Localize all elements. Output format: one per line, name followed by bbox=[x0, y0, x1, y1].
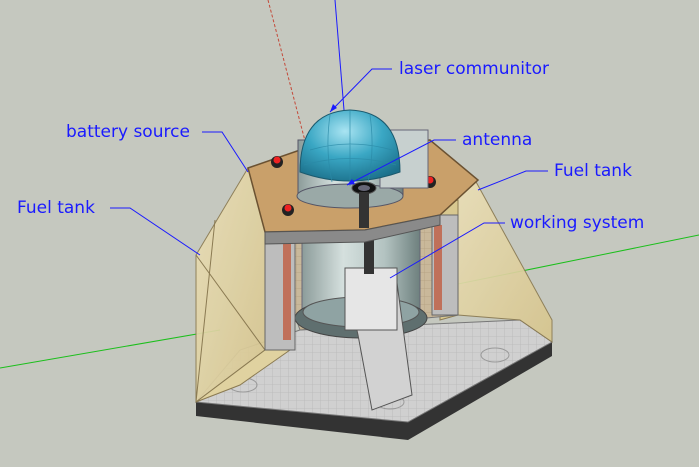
antenna bbox=[359, 192, 369, 228]
leader-lines bbox=[110, 0, 548, 279]
label-working-system: working system bbox=[510, 213, 645, 233]
pillar-right-stripe bbox=[434, 225, 442, 310]
dome-facets bbox=[303, 110, 397, 186]
top-panel-front bbox=[264, 214, 441, 245]
leader-battery-source bbox=[202, 131, 249, 173]
red-sensor-icon bbox=[284, 204, 292, 212]
base-side bbox=[196, 342, 552, 440]
tank-edge bbox=[195, 219, 216, 403]
fuel-tank-right bbox=[454, 179, 553, 343]
working-system-box bbox=[344, 267, 398, 331]
antenna-ring-hole bbox=[358, 185, 370, 191]
label-laser-communitor: laser communitor bbox=[399, 59, 550, 79]
leader-fuel-tank-right bbox=[477, 170, 548, 191]
tank-edge bbox=[195, 254, 266, 351]
red-sensor-icon bbox=[273, 156, 281, 164]
green-axis-left bbox=[0, 329, 221, 369]
leader-working-system bbox=[389, 222, 505, 279]
shaft bbox=[364, 240, 374, 274]
red-axis bbox=[267, 0, 336, 256]
floor-mark bbox=[480, 347, 510, 363]
leader-antenna bbox=[346, 139, 456, 186]
pillar-left-stripe bbox=[283, 240, 291, 340]
leader-antenna-top bbox=[334, 0, 345, 111]
leader-laser-communitor bbox=[329, 68, 392, 113]
label-antenna: antenna bbox=[462, 130, 533, 150]
arrowhead-icon bbox=[347, 179, 355, 185]
label-fuel-tank-left: Fuel tank bbox=[17, 198, 95, 218]
label-fuel-tank-right: Fuel tank bbox=[554, 161, 632, 181]
label-battery-source: battery source bbox=[66, 122, 190, 142]
leader-fuel-tank-left bbox=[110, 207, 201, 256]
arrowhead-icon bbox=[330, 104, 337, 112]
